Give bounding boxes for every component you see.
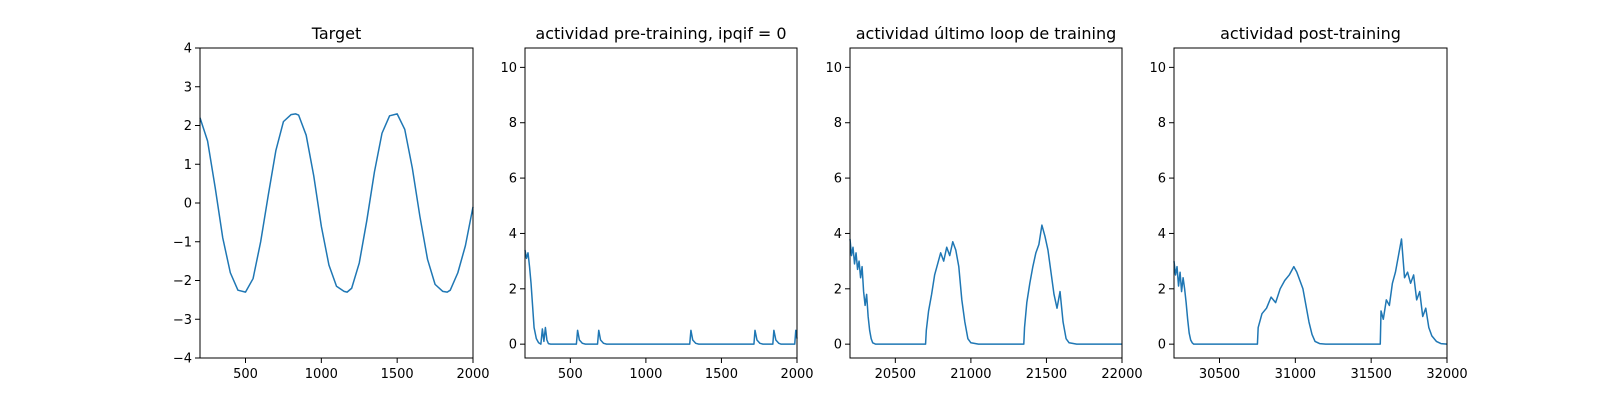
x-tick-label: 2000: [780, 367, 813, 382]
chart-title: actividad post-training: [1220, 24, 1401, 43]
y-tick-label: −3: [173, 313, 192, 328]
axes-frame: [849, 47, 1123, 359]
y-tick-label: 6: [509, 172, 517, 187]
x-tick-label: 21000: [950, 367, 991, 382]
y-tick-label: 3: [184, 80, 192, 95]
subplot-4: 30500 31000 31500 32000 0 2 4 6 8 10 actividad pos…: [1149, 24, 1467, 382]
series-line: [849, 224, 1122, 345]
axes-frame: [1173, 47, 1448, 359]
y-tick-label: 4: [1158, 227, 1166, 242]
y-tick-label: 10: [500, 61, 517, 76]
x-tick-label: 32000: [1426, 367, 1467, 382]
chart-title: actividad último loop de training: [856, 24, 1117, 43]
x-tick-label: 31000: [1275, 367, 1316, 382]
y-tick-label: 2: [834, 282, 842, 297]
y-tick-label: 0: [834, 338, 842, 353]
y-tick-label: 1: [184, 158, 192, 173]
x-tick-label: 500: [558, 367, 583, 382]
series-line: [1173, 238, 1448, 345]
y-tick-label: 6: [834, 172, 842, 187]
y-tick-label: 4: [509, 227, 517, 242]
x-tick-label: 20500: [875, 367, 916, 382]
y-tick-label: 8: [834, 116, 842, 131]
y-tick-label: −2: [173, 274, 192, 289]
y-tick-label: −1: [173, 235, 192, 250]
y-tick-label: 0: [1158, 338, 1166, 353]
chart-title: actividad pre-training, ipqif = 0: [535, 24, 786, 43]
y-tick-label: 2: [1158, 282, 1166, 297]
x-tick-label: 1000: [629, 367, 662, 382]
x-tick-label: 1000: [305, 367, 338, 382]
x-tick-label: 1500: [705, 367, 738, 382]
y-tick-label: 2: [509, 282, 517, 297]
axes-frame: [199, 47, 474, 359]
x-tick-label: 21500: [1026, 367, 1067, 382]
chart-title: Target: [311, 24, 362, 43]
x-tick-label: 22000: [1101, 367, 1142, 382]
y-tick-label: 10: [825, 61, 842, 76]
y-tick-label: 4: [834, 227, 842, 242]
y-tick-label: 2: [184, 119, 192, 134]
x-tick-label: 500: [233, 367, 258, 382]
x-tick-label: 30500: [1199, 367, 1240, 382]
subplot-3: 20500 21000 21500 22000 0 2 4 6 8 10 actividad últ…: [825, 24, 1142, 382]
y-tick-label: −4: [173, 352, 192, 367]
y-tick-label: 6: [1158, 172, 1166, 187]
subplot-1: 500 1000 1500 2000 −4 −3 −2 −1 0 1 2 3 4 Target: [173, 24, 490, 382]
x-tick-label: 2000: [456, 367, 489, 382]
series-line: [524, 249, 798, 345]
y-tick-label: 0: [184, 197, 192, 212]
y-tick-label: 8: [509, 116, 517, 131]
series-line: [199, 113, 474, 293]
x-tick-label: 31500: [1350, 367, 1391, 382]
subplot-2: 500 1000 1500 2000 0 2 4 6 8 10 actividad pre-trai…: [500, 24, 813, 382]
x-tick-label: 1500: [381, 367, 414, 382]
y-tick-label: 4: [184, 42, 192, 57]
y-tick-label: 0: [509, 338, 517, 353]
y-tick-label: 10: [1149, 61, 1166, 76]
axes-frame: [524, 47, 798, 359]
y-tick-label: 8: [1158, 116, 1166, 131]
